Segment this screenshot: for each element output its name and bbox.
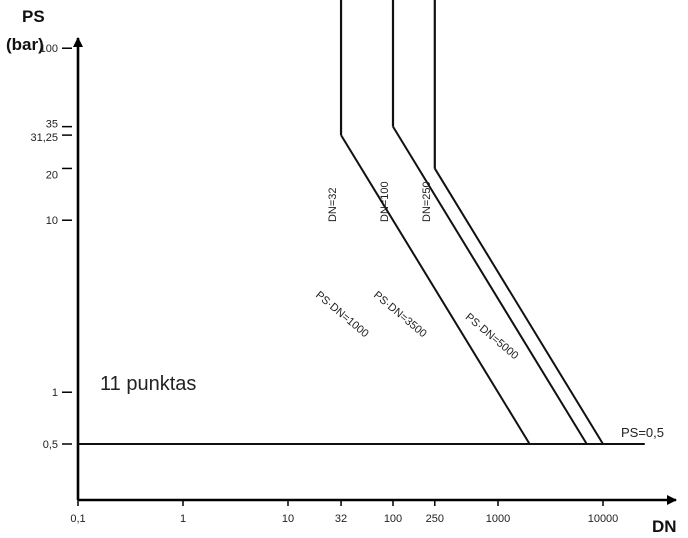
y-axis-unit: (bar) [6,35,44,54]
y-tick-label: 10 [46,215,58,227]
x-tick-label: 10 [282,513,294,525]
label-ps05: PS=0,5 [621,425,664,440]
x-tick-label: 1 [180,513,186,525]
y-tick-label: 35 [46,119,58,131]
x-tick-label: 32 [335,513,347,525]
label-dn250: DN=250 [421,181,433,222]
x-tick-label: 250 [426,513,444,525]
y-tick-label: 20 [46,169,58,181]
boundary-line-psdn5000 [433,167,604,445]
label-psdn3500: PS·DN=3500 [371,289,429,340]
label-dn100: DN=100 [379,181,391,222]
x-tick-label: 1000 [486,513,510,525]
x-tick-label: 0,1 [70,513,85,525]
x-tick-label: 10000 [588,513,619,525]
y-tick-label: 0,5 [43,439,58,451]
x-axis-title: DN [652,517,677,536]
y-tick-label: 100 [40,43,58,55]
annotation-text: 11 punktas [100,373,196,395]
label-psdn5000: PS·DN=5000 [463,311,521,362]
y-tick-label: 1 [52,387,58,399]
boundary-line-psdn3500 [392,126,588,445]
label-psdn1000: PS·DN=1000 [313,289,371,340]
label-dn32: DN=32 [327,187,339,222]
y-axis-title: PS [22,7,45,26]
x-ticks: 0,1 1 10 32 100 250 1000 10000 [70,500,618,525]
boundary-line-psdn1000 [340,134,531,445]
x-tick-label: 100 [384,513,402,525]
y-tick-label: 31,25 [30,132,58,144]
